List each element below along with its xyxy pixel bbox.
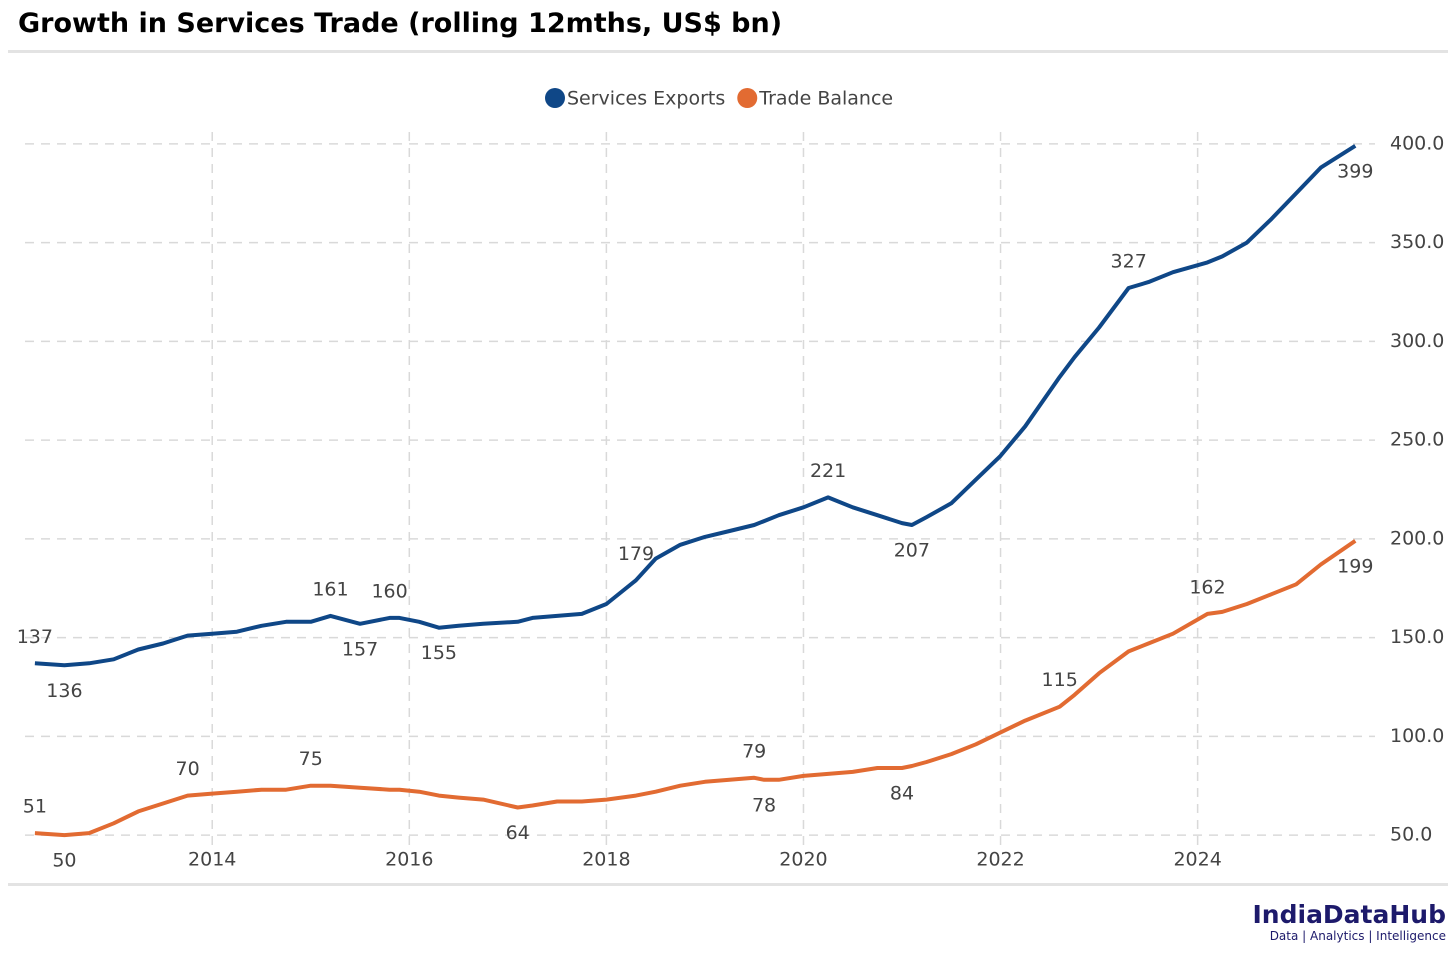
data-label: 64 — [506, 822, 530, 844]
legend-label: Services Exports — [567, 88, 725, 110]
legend-label: Trade Balance — [758, 88, 893, 110]
y-tick-label: 350.0 — [1390, 231, 1444, 253]
data-label: 137 — [17, 626, 53, 648]
divider — [8, 50, 1448, 53]
brand: IndiaDataHub Data | Analytics | Intellig… — [1253, 900, 1447, 943]
data-label: 221 — [810, 460, 846, 482]
data-label: 75 — [299, 748, 323, 770]
series-line — [34, 539, 1357, 838]
data-label: 70 — [175, 758, 199, 780]
series-line — [34, 144, 1357, 668]
data-label: 115 — [1042, 669, 1078, 691]
y-tick-label: 300.0 — [1390, 330, 1444, 352]
data-label: 160 — [371, 580, 407, 602]
data-label: 155 — [421, 642, 457, 664]
data-label: 399 — [1337, 160, 1373, 182]
brand-tagline: Data | Analytics | Intelligence — [1269, 929, 1446, 943]
legend-marker — [737, 88, 758, 108]
data-label: 51 — [23, 796, 47, 818]
y-tick-label: 400.0 — [1390, 132, 1444, 154]
y-tick-label: 250.0 — [1390, 429, 1444, 451]
legend-marker — [545, 88, 565, 108]
data-label: 78 — [752, 794, 776, 816]
x-tick-label: 2022 — [976, 849, 1024, 871]
data-label: 50 — [52, 850, 76, 872]
data-label: 84 — [890, 782, 914, 804]
data-label: 79 — [742, 740, 766, 762]
data-label: 136 — [46, 680, 82, 702]
y-tick-label: 150.0 — [1390, 626, 1444, 648]
divider — [8, 883, 1448, 886]
y-tick-label: 50.0 — [1390, 824, 1432, 846]
x-tick-label: 2018 — [582, 849, 630, 871]
chart-title: Growth in Services Trade (rolling 12mths… — [18, 8, 783, 39]
y-tick-label: 200.0 — [1390, 527, 1444, 549]
x-tick-label: 2014 — [188, 849, 236, 871]
x-tick-label: 2016 — [385, 849, 433, 871]
data-label: 162 — [1189, 576, 1225, 598]
data-label: 207 — [894, 540, 930, 562]
data-label: 157 — [342, 638, 378, 660]
y-tick-label: 100.0 — [1390, 725, 1444, 747]
data-label: 179 — [618, 543, 654, 565]
data-label: 327 — [1111, 251, 1147, 273]
data-label: 199 — [1337, 555, 1373, 577]
brand-name: IndiaDataHub — [1252, 900, 1447, 929]
data-label: 161 — [312, 578, 348, 600]
chart: 50.0 100.0 150.0 200.0 250.0 300.0 350.0 400.0 2… — [17, 88, 1445, 872]
x-tick-label: 2020 — [779, 849, 827, 871]
x-tick-label: 2024 — [1173, 849, 1221, 871]
